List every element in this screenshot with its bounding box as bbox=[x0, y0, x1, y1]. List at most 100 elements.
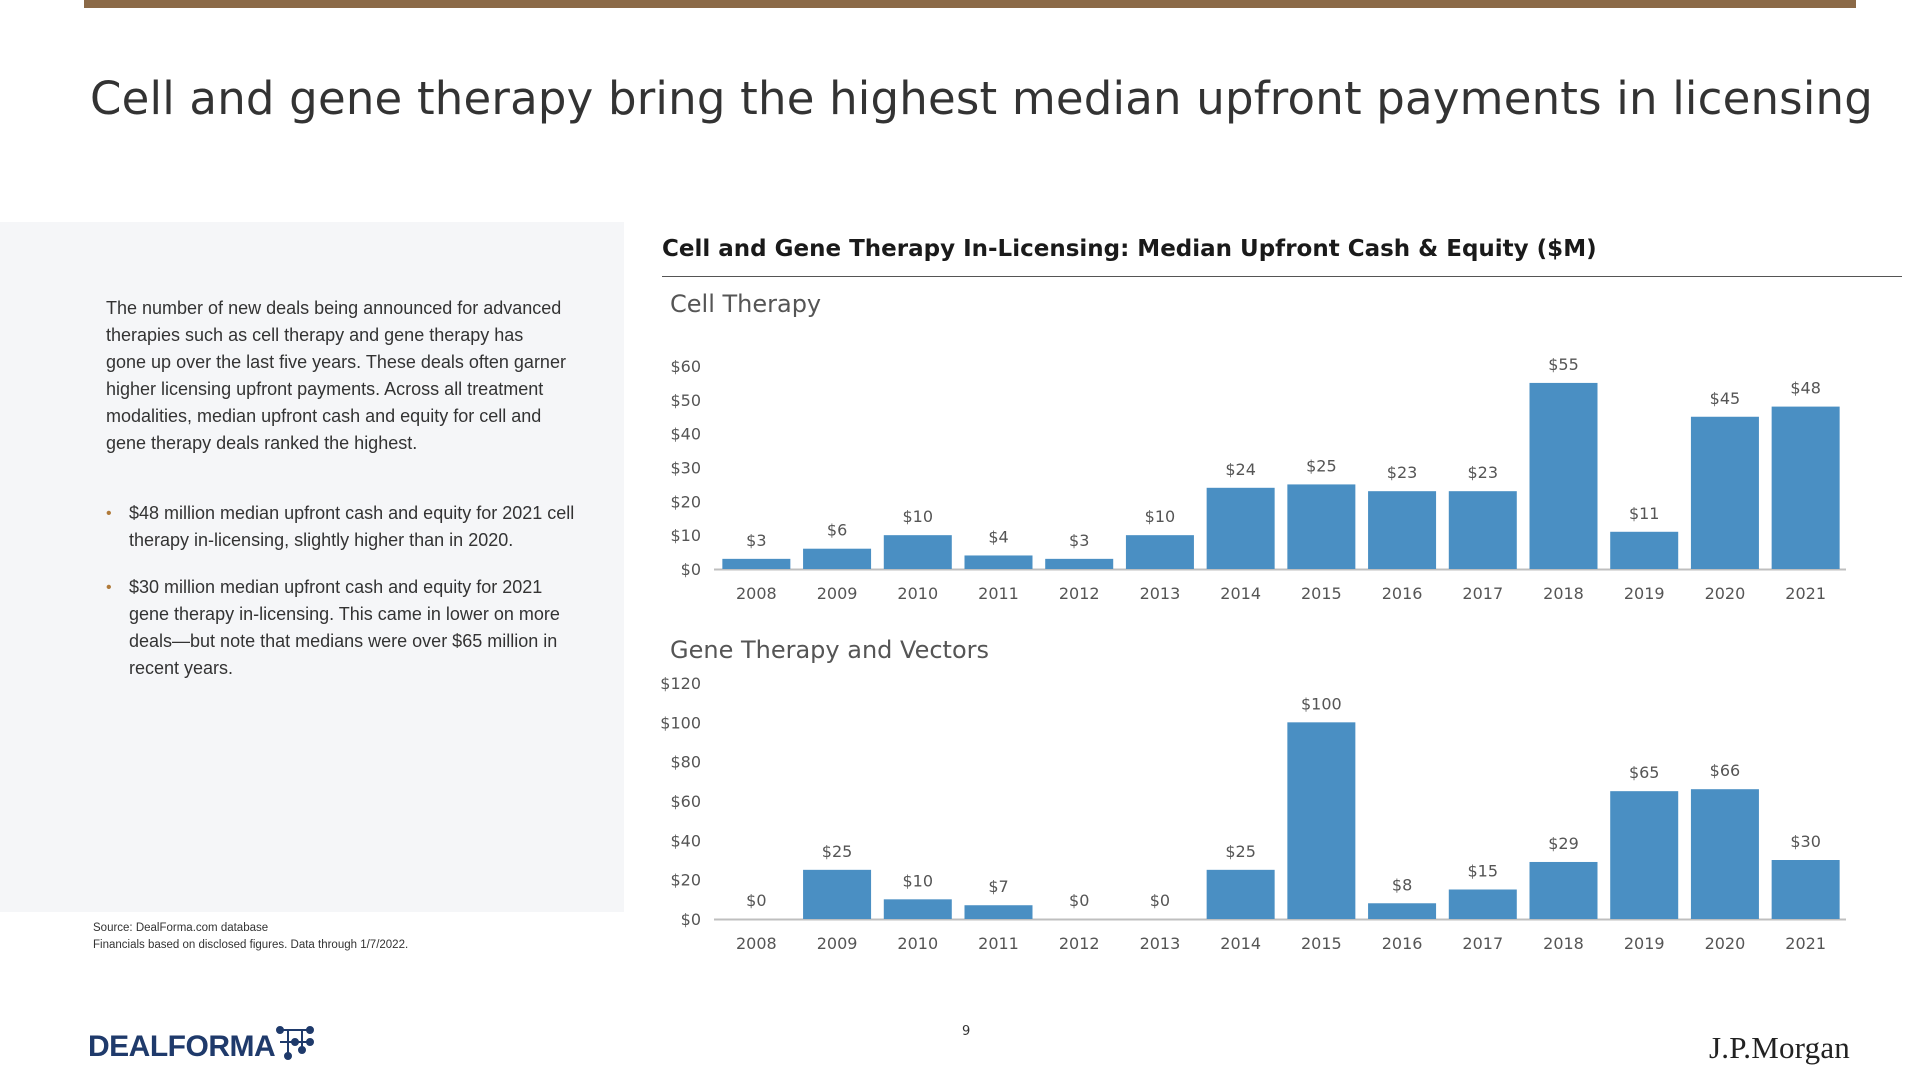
x-tick-label: 2008 bbox=[736, 934, 777, 953]
y-tick-label: $50 bbox=[670, 391, 701, 410]
x-tick-label: 2010 bbox=[897, 584, 938, 603]
data-label: $8 bbox=[1392, 875, 1412, 894]
x-tick-label: 2017 bbox=[1462, 584, 1503, 603]
bullet-text: $48 million median upfront cash and equi… bbox=[129, 503, 575, 550]
data-label: $25 bbox=[1225, 842, 1256, 861]
data-label: $10 bbox=[903, 871, 934, 890]
bullet-list: • $48 million median upfront cash and equ… bbox=[106, 500, 576, 702]
data-label: $65 bbox=[1629, 763, 1660, 782]
bar bbox=[1368, 903, 1437, 919]
source-note: Source: DealForma.com database Financial… bbox=[93, 920, 408, 954]
bar bbox=[1125, 535, 1194, 569]
y-tick-label: $10 bbox=[670, 526, 701, 545]
x-tick-label: 2020 bbox=[1705, 934, 1746, 953]
data-label: $3 bbox=[746, 531, 766, 550]
data-label: $0 bbox=[1069, 891, 1089, 910]
bullet-item: • $30 million median upfront cash and equ… bbox=[106, 574, 576, 682]
data-label: $10 bbox=[903, 507, 934, 526]
data-label: $0 bbox=[746, 891, 766, 910]
x-tick-label: 2009 bbox=[817, 934, 858, 953]
bullet-icon: • bbox=[106, 505, 112, 522]
x-tick-label: 2016 bbox=[1382, 584, 1423, 603]
y-tick-label: $120 bbox=[660, 674, 701, 693]
y-tick-label: $30 bbox=[670, 459, 701, 478]
x-tick-label: 2011 bbox=[978, 934, 1019, 953]
bar bbox=[722, 558, 791, 569]
x-tick-label: 2010 bbox=[897, 934, 938, 953]
bar bbox=[964, 555, 1033, 569]
data-label: $23 bbox=[1387, 463, 1418, 482]
bar bbox=[803, 548, 872, 569]
chart-heading-rule bbox=[662, 276, 1902, 277]
bar bbox=[1045, 558, 1114, 569]
bar bbox=[803, 869, 872, 919]
data-label: $7 bbox=[988, 877, 1008, 896]
intro-paragraph: The number of new deals being announced … bbox=[106, 298, 566, 453]
bar bbox=[1368, 491, 1437, 569]
data-label: $15 bbox=[1468, 862, 1499, 881]
dealforma-logo: DEALFORMA bbox=[88, 1022, 318, 1066]
y-tick-label: $40 bbox=[670, 425, 701, 444]
data-label: $24 bbox=[1225, 460, 1256, 479]
x-tick-label: 2015 bbox=[1301, 584, 1342, 603]
x-tick-label: 2019 bbox=[1624, 934, 1665, 953]
y-tick-label: $20 bbox=[670, 871, 701, 890]
data-label: $45 bbox=[1710, 389, 1741, 408]
y-tick-label: $0 bbox=[681, 560, 701, 579]
y-tick-label: $80 bbox=[670, 753, 701, 772]
data-label: $25 bbox=[1306, 456, 1337, 475]
bar bbox=[1448, 491, 1517, 569]
bar bbox=[1529, 861, 1598, 919]
x-tick-label: 2013 bbox=[1140, 934, 1181, 953]
data-label: $3 bbox=[1069, 531, 1089, 550]
y-tick-label: $20 bbox=[670, 492, 701, 511]
bar bbox=[1771, 860, 1840, 919]
data-label: $4 bbox=[988, 527, 1008, 546]
bullet-item: • $48 million median upfront cash and equ… bbox=[106, 500, 576, 554]
data-label: $6 bbox=[827, 521, 847, 540]
x-tick-label: 2008 bbox=[736, 584, 777, 603]
dealforma-wordmark: DEALFORMA bbox=[88, 1030, 275, 1062]
x-tick-label: 2012 bbox=[1059, 584, 1100, 603]
chart-heading: Cell and Gene Therapy In-Licensing: Medi… bbox=[662, 236, 1597, 262]
x-tick-label: 2013 bbox=[1140, 584, 1181, 603]
data-label: $100 bbox=[1301, 694, 1342, 713]
x-tick-label: 2021 bbox=[1785, 934, 1826, 953]
x-tick-label: 2016 bbox=[1382, 934, 1423, 953]
x-tick-label: 2019 bbox=[1624, 584, 1665, 603]
y-tick-label: $60 bbox=[670, 357, 701, 376]
page-title: Cell and gene therapy bring the highest … bbox=[90, 72, 1874, 125]
data-label: $11 bbox=[1629, 504, 1660, 523]
x-tick-label: 2020 bbox=[1705, 584, 1746, 603]
source-line: Source: DealForma.com database bbox=[93, 922, 269, 934]
y-tick-label: $0 bbox=[681, 910, 701, 929]
bar bbox=[1206, 487, 1275, 569]
x-tick-label: 2012 bbox=[1059, 934, 1100, 953]
jpmorgan-logo: J.P.Morgan bbox=[1709, 1030, 1850, 1065]
x-tick-label: 2018 bbox=[1543, 934, 1584, 953]
data-label: $55 bbox=[1548, 355, 1579, 374]
bar bbox=[964, 905, 1033, 919]
x-tick-label: 2017 bbox=[1462, 934, 1503, 953]
y-tick-label: $60 bbox=[670, 792, 701, 811]
bar bbox=[883, 535, 952, 569]
bar bbox=[1690, 789, 1759, 919]
cell-therapy-chart: $0 $10 $20 $30 $40 $50 $60 $3 2008 $6 2009 $10 2010 $… bbox=[670, 355, 1846, 603]
bar bbox=[1287, 722, 1356, 919]
x-tick-label: 2009 bbox=[817, 584, 858, 603]
bar bbox=[883, 899, 952, 919]
bar bbox=[1287, 484, 1356, 569]
cell-therapy-subtitle: Cell Therapy bbox=[670, 290, 822, 318]
summary-panel bbox=[0, 222, 624, 912]
bar bbox=[1448, 889, 1517, 919]
page-number: 9 bbox=[962, 1024, 971, 1039]
data-label: $25 bbox=[822, 842, 853, 861]
data-label: $66 bbox=[1710, 761, 1741, 780]
top-accent-rule bbox=[84, 0, 1856, 8]
data-label: $29 bbox=[1548, 834, 1579, 853]
x-tick-label: 2015 bbox=[1301, 934, 1342, 953]
bar bbox=[1610, 531, 1679, 569]
data-label: $0 bbox=[1150, 891, 1170, 910]
x-tick-label: 2011 bbox=[978, 584, 1019, 603]
bullet-text: $30 million median upfront cash and equi… bbox=[129, 577, 560, 678]
